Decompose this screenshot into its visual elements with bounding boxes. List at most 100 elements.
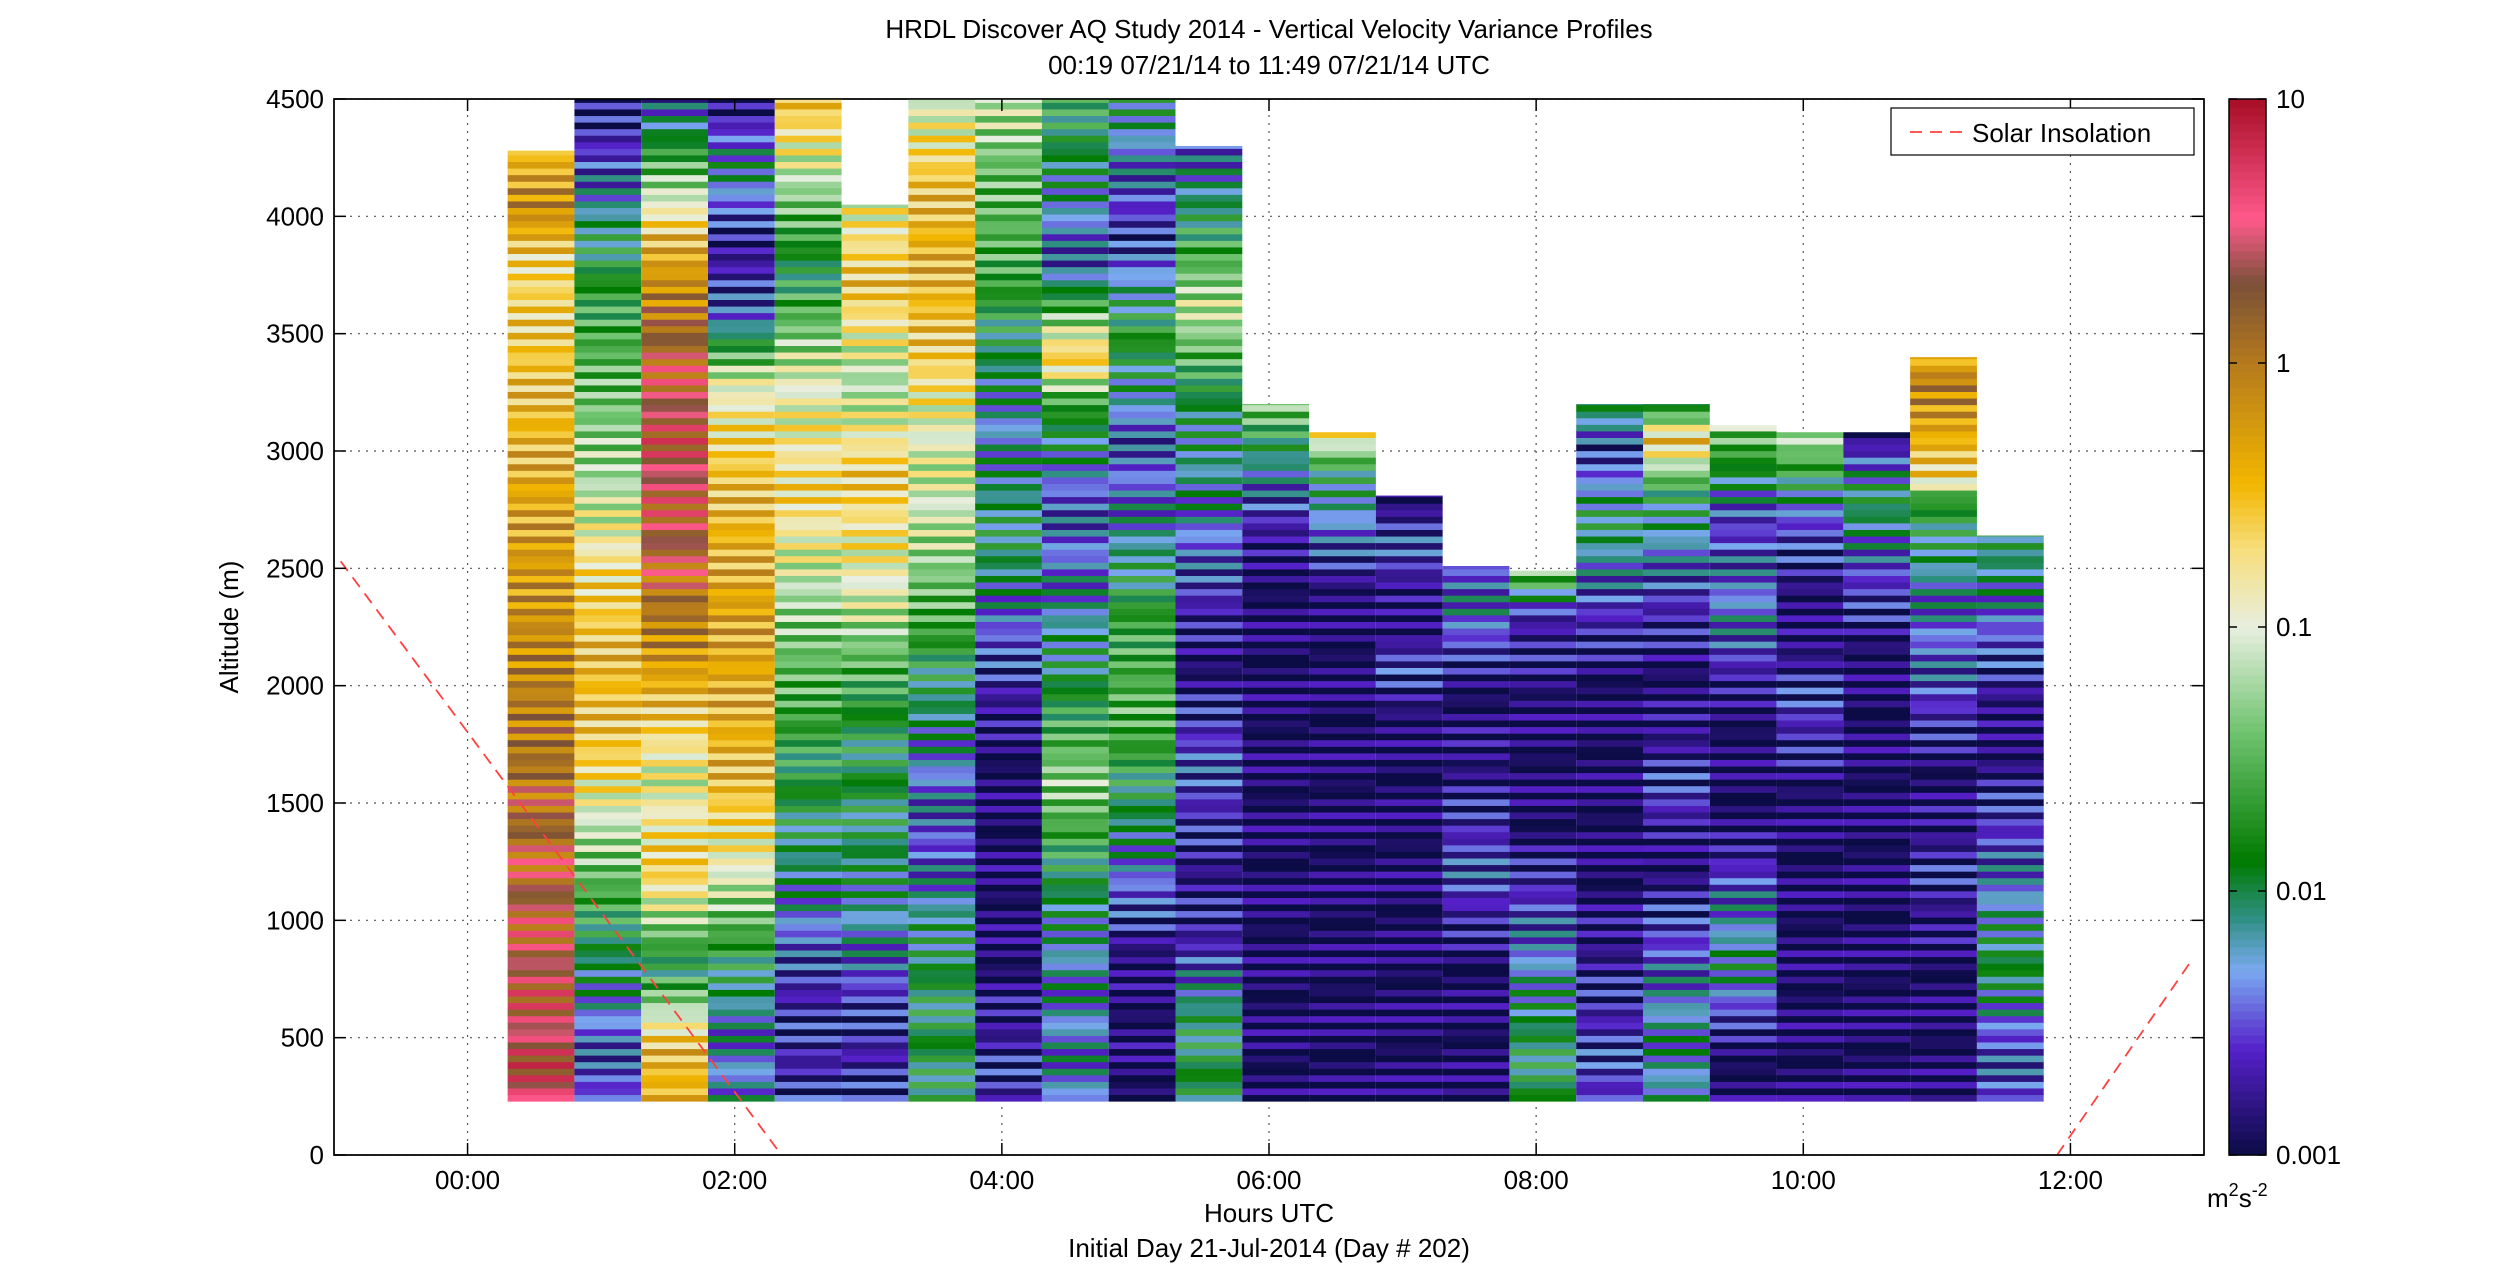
cell bbox=[1776, 982, 1844, 990]
cell bbox=[1910, 562, 1977, 570]
x-axis-ticks: 00:00 02:00 04:00 06:00 08:00 10:00 12:00 bbox=[435, 99, 2103, 1195]
cell bbox=[1242, 581, 1310, 590]
cell bbox=[774, 371, 842, 379]
cell bbox=[975, 187, 1042, 195]
cell bbox=[1776, 792, 1844, 800]
cell bbox=[1375, 568, 1443, 576]
cell bbox=[1776, 752, 1844, 760]
cell bbox=[708, 246, 775, 255]
cell bbox=[708, 549, 775, 557]
cell bbox=[774, 1028, 842, 1036]
cell bbox=[1442, 726, 1510, 734]
cell bbox=[1108, 667, 1176, 675]
cell bbox=[574, 923, 642, 931]
cell bbox=[774, 161, 842, 169]
cell bbox=[1242, 417, 1310, 425]
cell bbox=[1242, 443, 1310, 452]
cell bbox=[1976, 535, 2044, 544]
cell bbox=[1242, 884, 1310, 892]
cell bbox=[1910, 621, 1977, 629]
cell bbox=[1309, 654, 1376, 662]
cell bbox=[641, 857, 708, 866]
cell bbox=[1375, 844, 1443, 852]
cell bbox=[1776, 890, 1844, 898]
cell bbox=[708, 489, 775, 498]
cell bbox=[1709, 969, 1777, 977]
cell bbox=[574, 417, 642, 425]
cell bbox=[1576, 844, 1643, 852]
cell bbox=[908, 417, 976, 425]
cell bbox=[641, 838, 708, 846]
cell bbox=[1910, 825, 1977, 833]
cell bbox=[1041, 555, 1109, 563]
cell bbox=[1175, 259, 1243, 268]
cell bbox=[1509, 595, 1577, 603]
cell bbox=[1375, 733, 1443, 741]
cell bbox=[641, 161, 708, 169]
cell bbox=[1041, 549, 1109, 557]
cell bbox=[1776, 443, 1844, 452]
cell bbox=[1175, 391, 1243, 399]
cell bbox=[641, 1087, 708, 1096]
cell bbox=[774, 496, 842, 504]
cell bbox=[708, 614, 775, 622]
cell bbox=[1776, 535, 1844, 544]
cell bbox=[975, 746, 1042, 754]
cell bbox=[774, 233, 842, 241]
cell bbox=[1709, 437, 1777, 445]
cell bbox=[1910, 693, 1977, 701]
cell bbox=[908, 864, 976, 872]
cell bbox=[1041, 641, 1109, 649]
cell bbox=[908, 437, 976, 445]
cell bbox=[1108, 227, 1176, 235]
cell bbox=[1910, 884, 1977, 892]
cell bbox=[841, 621, 909, 629]
cell bbox=[1175, 213, 1243, 222]
cell bbox=[507, 365, 575, 373]
cell bbox=[774, 299, 842, 307]
cell bbox=[1576, 910, 1643, 918]
cell bbox=[774, 450, 842, 458]
cell bbox=[708, 312, 775, 320]
cell bbox=[1843, 680, 1911, 688]
cell bbox=[774, 312, 842, 320]
cell bbox=[1041, 457, 1109, 465]
cell bbox=[1108, 641, 1176, 649]
cell bbox=[1041, 982, 1109, 990]
cell bbox=[1242, 535, 1310, 544]
cell bbox=[1709, 923, 1777, 931]
cell bbox=[1910, 969, 1977, 977]
colorbar-band bbox=[2229, 835, 2266, 844]
cell bbox=[975, 871, 1042, 879]
cell bbox=[1776, 976, 1844, 984]
cell bbox=[1041, 733, 1109, 741]
cell bbox=[841, 634, 909, 642]
cell bbox=[1776, 680, 1844, 688]
cell bbox=[507, 1081, 575, 1089]
cell bbox=[1108, 831, 1176, 839]
cell bbox=[1910, 1015, 1977, 1023]
x-tick-label: 08:00 bbox=[1504, 1165, 1569, 1195]
cell bbox=[574, 1055, 642, 1063]
cell bbox=[1709, 779, 1777, 787]
cell bbox=[507, 154, 575, 163]
cell bbox=[1442, 614, 1510, 622]
cell bbox=[1643, 825, 1710, 833]
cell bbox=[841, 227, 909, 235]
cell bbox=[1309, 667, 1376, 675]
cell bbox=[975, 227, 1042, 235]
cell bbox=[641, 917, 708, 925]
cell bbox=[1910, 595, 1977, 603]
cell bbox=[1976, 976, 2044, 984]
cell bbox=[507, 654, 575, 662]
cell bbox=[1776, 667, 1844, 675]
cell bbox=[774, 404, 842, 412]
cell bbox=[774, 286, 842, 294]
cell bbox=[574, 148, 642, 156]
cell bbox=[1242, 411, 1310, 419]
cell bbox=[574, 864, 642, 872]
cell bbox=[708, 627, 775, 636]
cell bbox=[1776, 568, 1844, 576]
cell bbox=[1910, 391, 1977, 399]
colorbar-band bbox=[2229, 235, 2266, 244]
